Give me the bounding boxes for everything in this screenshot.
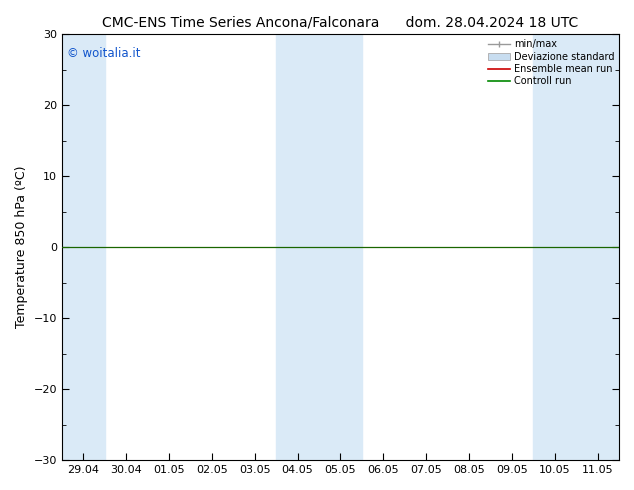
Bar	[533, 34, 619, 460]
Legend: min/max, Deviazione standard, Ensemble mean run, Controll run: min/max, Deviazione standard, Ensemble m…	[486, 36, 617, 89]
Y-axis label: Temperature 850 hPa (ºC): Temperature 850 hPa (ºC)	[15, 166, 28, 328]
Text: © woitalia.it: © woitalia.it	[67, 47, 141, 60]
Title: CMC-ENS Time Series Ancona/Falconara      dom. 28.04.2024 18 UTC: CMC-ENS Time Series Ancona/Falconara dom…	[102, 15, 579, 29]
Bar	[62, 34, 105, 460]
Bar	[276, 34, 362, 460]
